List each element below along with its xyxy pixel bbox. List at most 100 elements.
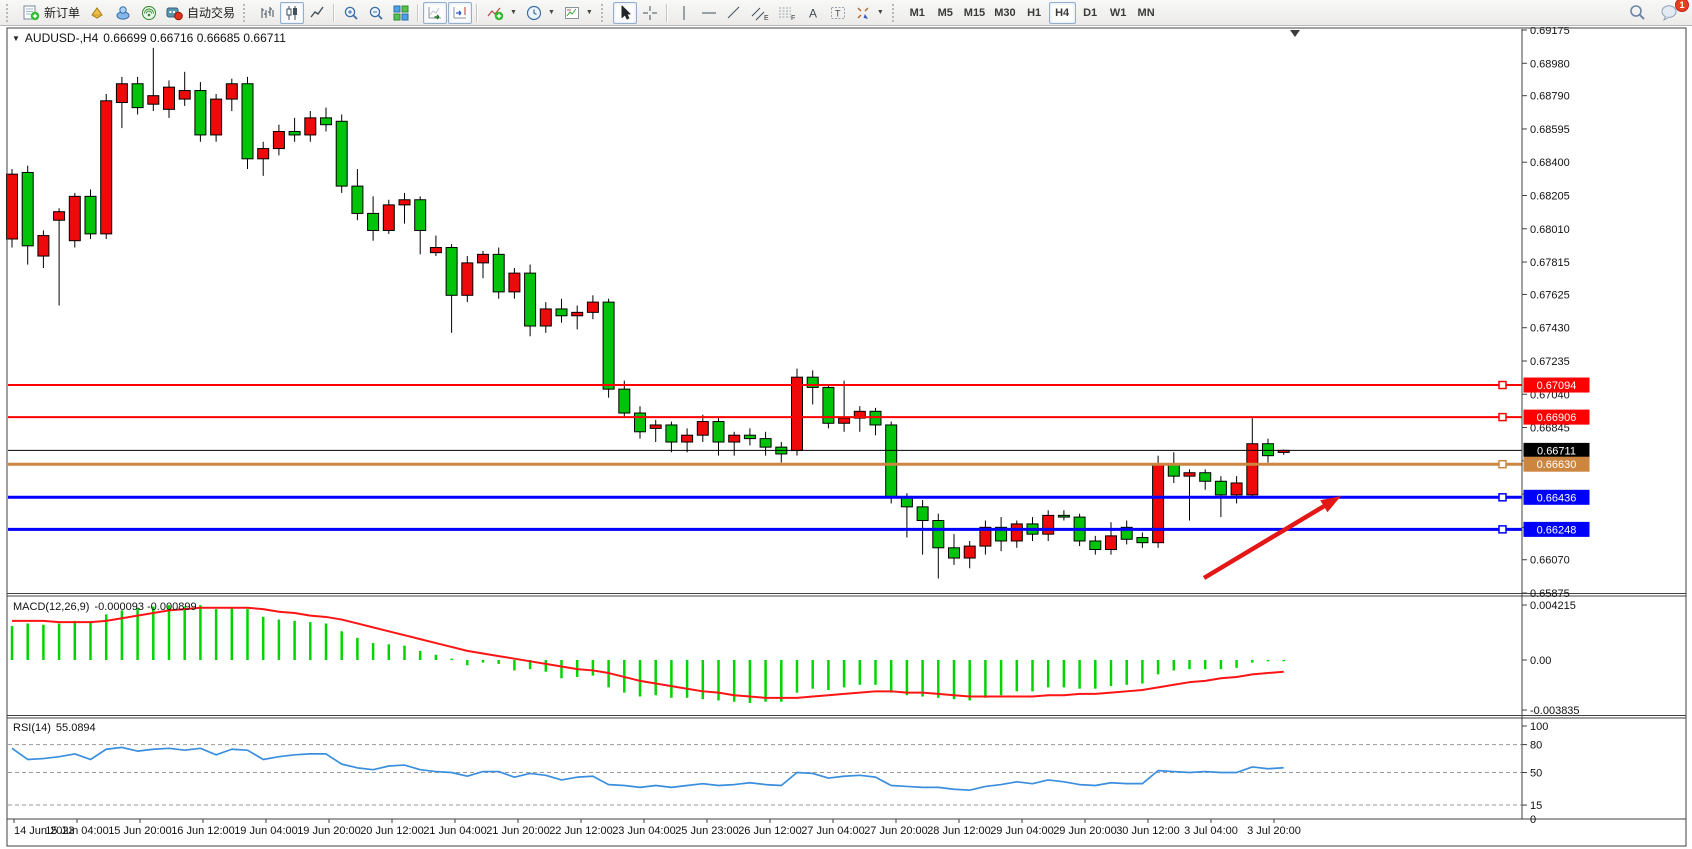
chart-dropdown-icon[interactable]: ▼: [12, 33, 20, 43]
arrows-tool-button[interactable]: ▼: [851, 2, 888, 24]
line-chart-icon: [310, 6, 324, 17]
channel-tool-button[interactable]: E: [747, 2, 773, 24]
auto-trading-button[interactable]: 自动交易: [162, 2, 239, 24]
auto-trading-icon: [166, 7, 183, 20]
chart-shift-button[interactable]: [448, 1, 473, 24]
tile-windows-button[interactable]: [389, 2, 413, 24]
price-line-0.66630[interactable]: [8, 459, 1522, 469]
price-line-0.66248[interactable]: [8, 525, 1522, 534]
price-line-0.66906[interactable]: [8, 412, 1522, 422]
crosshair-tool-button[interactable]: [638, 2, 662, 24]
svg-text:0.66436: 0.66436: [1537, 492, 1577, 504]
fibonacci-tool-button[interactable]: F: [774, 2, 800, 24]
svg-text:29 Jun 20:00: 29 Jun 20:00: [1053, 825, 1117, 837]
svg-text:0.68790: 0.68790: [1530, 91, 1570, 103]
toolbar-grip[interactable]: [243, 3, 251, 22]
timeframe-M30-button[interactable]: M30: [990, 2, 1019, 24]
auto-trading-label: 自动交易: [187, 6, 236, 20]
timeframe-MN-button[interactable]: MN: [1133, 2, 1160, 24]
equidistant-channel-icon: E: [751, 7, 769, 21]
chart-canvas[interactable]: 0.69175 0.68980 0.68790 0.68595 0.68400 0.682…: [0, 27, 1692, 849]
vertical-line-tool-button[interactable]: [672, 2, 696, 24]
text-icon: A: [809, 6, 817, 20]
timeframe-M1-button[interactable]: M1: [904, 2, 931, 24]
cursor-tool-button[interactable]: [612, 1, 637, 24]
price-line-0.66436[interactable]: [8, 493, 1522, 502]
timeframe-M5-button[interactable]: M5: [932, 2, 959, 24]
svg-text:0.66630: 0.66630: [1537, 459, 1577, 471]
timeframe-D1-button[interactable]: D1: [1077, 2, 1104, 24]
zoom-in-icon: [344, 6, 358, 20]
chart-symbol-period: AUDUSD-,H4: [24, 31, 99, 45]
fibonacci-icon: F: [778, 7, 795, 21]
new-order-button[interactable]: 新订单: [18, 2, 84, 24]
svg-text:16 Jun 12:00: 16 Jun 12:00: [171, 825, 235, 837]
tile-windows-icon: [393, 5, 409, 20]
timeframe-H4-button[interactable]: H4: [1048, 1, 1076, 24]
trendline-tool-button[interactable]: [722, 2, 746, 24]
horizontal-line-tool-button[interactable]: [697, 2, 721, 24]
templates-button[interactable]: ▼: [560, 2, 597, 24]
price-line-0.67094[interactable]: [8, 380, 1522, 390]
horizontal-line-icon: [701, 12, 716, 13]
timeframe-W1-button[interactable]: W1: [1105, 2, 1132, 24]
dropdown-arrow-icon: ▼: [510, 9, 517, 16]
panel-separators[interactable]: [7, 593, 1686, 820]
template-chart-icon: [564, 6, 579, 19]
periods-button[interactable]: ▼: [522, 2, 559, 24]
clock-icon: [526, 5, 542, 20]
price-line-labels: 0.67094 0.66906 0.66711 0.66630 0.66436 0.662…: [1523, 377, 1590, 537]
dropdown-arrow-icon: ▼: [876, 9, 884, 16]
svg-text:23 Jun 04:00: 23 Jun 04:00: [612, 825, 676, 837]
chart-title: ▼ AUDUSD-,H4 0.66699 0.66716 0.66685 0.6…: [12, 31, 286, 45]
zoom-out-icon: [369, 6, 383, 20]
macd-label: MACD(12,26,9) -0.000093 -0.000899: [13, 601, 202, 613]
text-tool-button[interactable]: A: [801, 2, 825, 24]
svg-text:50: 50: [1530, 768, 1542, 780]
line-chart-mode-button[interactable]: [305, 2, 329, 24]
svg-text:15 Jun 04:00: 15 Jun 04:00: [45, 825, 109, 837]
svg-text:29 Jun 04:00: 29 Jun 04:00: [990, 825, 1054, 837]
zoom-out-button[interactable]: [364, 2, 388, 24]
timeframe-group: M1 M5 M15 M30 H1 H4 D1 W1 MN: [904, 1, 1160, 24]
chart-shift-icon: [453, 6, 467, 18]
toolbar-grip[interactable]: [891, 3, 900, 22]
trend-arrow-annotation[interactable]: [1202, 496, 1341, 580]
svg-text:0.65875: 0.65875: [1530, 588, 1570, 600]
svg-text:22 Jun 12:00: 22 Jun 12:00: [549, 825, 613, 837]
market-watch-button[interactable]: [85, 2, 109, 24]
auto-scroll-button[interactable]: [423, 1, 448, 24]
terminal-button[interactable]: [137, 2, 161, 24]
timeframe-H1-button[interactable]: H1: [1021, 2, 1048, 24]
candlestick-series: [6, 47, 1290, 579]
navigator-button[interactable]: [110, 2, 136, 24]
search-button[interactable]: [1625, 2, 1650, 24]
macd-signal-line: [12, 606, 1284, 699]
svg-text:20 Jun 12:00: 20 Jun 12:00: [360, 825, 424, 837]
svg-text:14 Jun 2023: 14 Jun 2023: [14, 825, 75, 837]
svg-text:0.66845: 0.66845: [1530, 423, 1570, 435]
svg-text:0.68400: 0.68400: [1530, 157, 1570, 169]
timeframe-M15-button[interactable]: M15: [960, 2, 989, 24]
svg-text:3 Jul 04:00: 3 Jul 04:00: [1184, 825, 1238, 837]
label-tool-button[interactable]: T: [826, 2, 850, 24]
new-order-label: 新订单: [44, 6, 81, 20]
rsi-level-lines: [8, 744, 1522, 806]
svg-text:3 Jul 20:00: 3 Jul 20:00: [1247, 825, 1301, 837]
zoom-in-button[interactable]: [339, 2, 363, 24]
notification-badge[interactable]: 1: [1675, 0, 1689, 12]
macd-name: MACD(12,26,9): [13, 601, 90, 613]
notifications-button[interactable]: [1656, 2, 1683, 24]
chart-shift-marker[interactable]: [1290, 30, 1300, 37]
indicators-button[interactable]: ▼: [482, 2, 521, 24]
toolbar-grip[interactable]: [6, 3, 14, 22]
bar-chart-mode-button[interactable]: [255, 2, 279, 24]
toolbar-grip[interactable]: [600, 3, 609, 22]
svg-text:0.67815: 0.67815: [1530, 257, 1570, 269]
dropdown-arrow-icon: ▼: [585, 9, 593, 16]
svg-text:0.66070: 0.66070: [1530, 555, 1570, 567]
vertical-line-icon: [683, 5, 685, 20]
svg-text:0.66906: 0.66906: [1537, 412, 1577, 424]
candlestick-mode-button[interactable]: [280, 1, 305, 24]
